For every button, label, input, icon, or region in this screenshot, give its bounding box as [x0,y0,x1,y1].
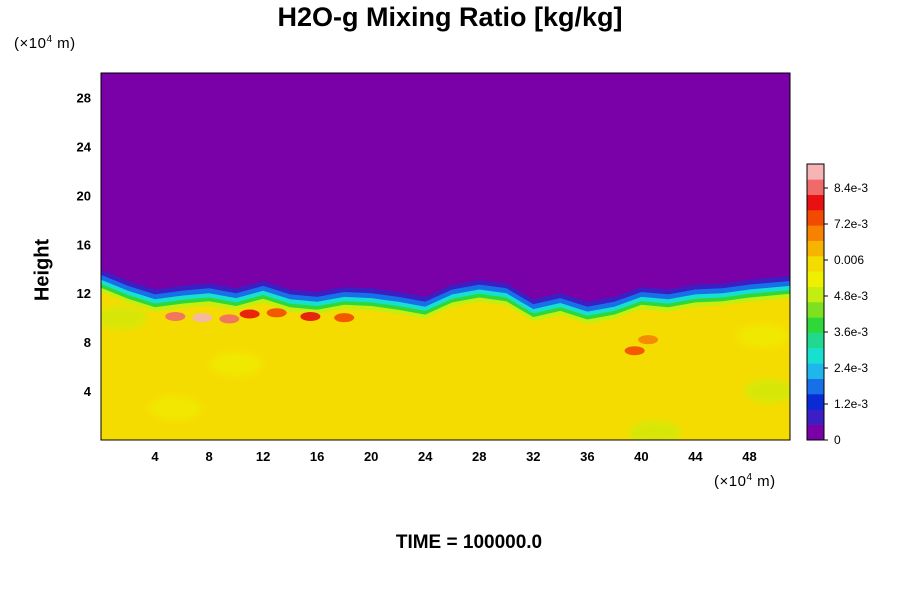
moist-patch-1 [192,313,213,323]
plot-frame [100,72,791,441]
colorbar-step-11 [807,256,824,272]
dry-patch-4 [210,352,263,377]
chart-title: H2O-g Mixing Ratio [kg/kg] [277,2,623,32]
colorbar-step-1 [807,409,824,425]
y-tick-label-6: 28 [77,90,91,105]
colorbar-step-4 [807,363,824,379]
colorbar-step-10 [807,271,824,287]
colorbar-step-7 [807,317,824,333]
y-tick-label-3: 16 [77,237,91,252]
x-tick-label-0: 4 [151,449,159,464]
x-tick-label-10: 44 [688,449,703,464]
colorbar-step-15 [807,194,824,211]
colorbar-frame [806,163,825,441]
moist-patch-3 [239,309,260,319]
colorbar-tick-label-7: 8.4e-3 [834,181,868,195]
x-tick-label-11: 48 [742,449,756,464]
dry-patch-5 [149,396,202,421]
moist-patch-7 [624,346,645,356]
x-tick-label-9: 40 [634,449,648,464]
colorbar-tick-label-6: 7.2e-3 [834,217,868,231]
moist-patch-0 [165,311,186,321]
colorbar-step-17 [807,164,824,180]
x-tick-label-6: 28 [472,449,486,464]
moist-patch-5 [300,311,321,321]
x-tick-label-2: 12 [256,449,270,464]
colorbar-step-14 [807,210,824,226]
colorbar-tick-label-3: 3.6e-3 [834,325,868,339]
colorbar-tick-label-1: 1.2e-3 [834,397,868,411]
dry-patch-0 [101,305,148,330]
colorbar-step-0 [807,424,824,441]
colorbar-step-9 [807,286,824,303]
colorbar-step-5 [807,348,824,364]
colorbar-step-16 [807,179,824,195]
colorbar-step-3 [807,378,824,395]
colorbar-step-13 [807,225,824,241]
y-tick-label-4: 20 [77,188,91,203]
colorbar-tick-label-4: 4.8e-3 [834,289,868,303]
x-tick-label-1: 8 [205,449,212,464]
moist-patch-6 [334,313,355,323]
colorbar-tick-label-2: 2.4e-3 [834,361,868,375]
x-tick-label-7: 32 [526,449,540,464]
colorbar-step-12 [807,240,824,257]
dry-upper-layer [101,73,790,302]
dry-patch-3 [628,420,681,440]
x-tick-label-8: 36 [580,449,594,464]
y-tick-label-0: 4 [84,384,92,399]
x-tick-label-3: 16 [310,449,324,464]
colorbar-tick-label-5: 0.006 [834,253,864,267]
y-tick-label-2: 12 [77,286,91,301]
time-label: TIME = 100000.0 [395,532,543,553]
y-tick-label-1: 8 [84,335,91,350]
field-layer [101,73,790,440]
colorbar-step-6 [807,332,824,349]
moist-patch-2 [219,314,240,324]
moist-patch-4 [266,308,287,318]
y-axis-unit: (×104 m) [14,34,76,52]
x-tick-label-5: 24 [418,449,433,464]
moist-patch-8 [638,335,659,345]
colorbar-step-8 [807,302,824,318]
dry-patch-2 [736,324,789,349]
y-tick-label-5: 24 [77,139,92,154]
colorbar-tick-label-0: 0 [834,433,841,447]
x-axis-unit: (×104 m) [714,472,776,490]
dry-patch-1 [743,379,790,404]
x-tick-label-4: 20 [364,449,378,464]
dry-patch-6 [358,381,411,406]
colorbar-step-2 [807,394,824,410]
